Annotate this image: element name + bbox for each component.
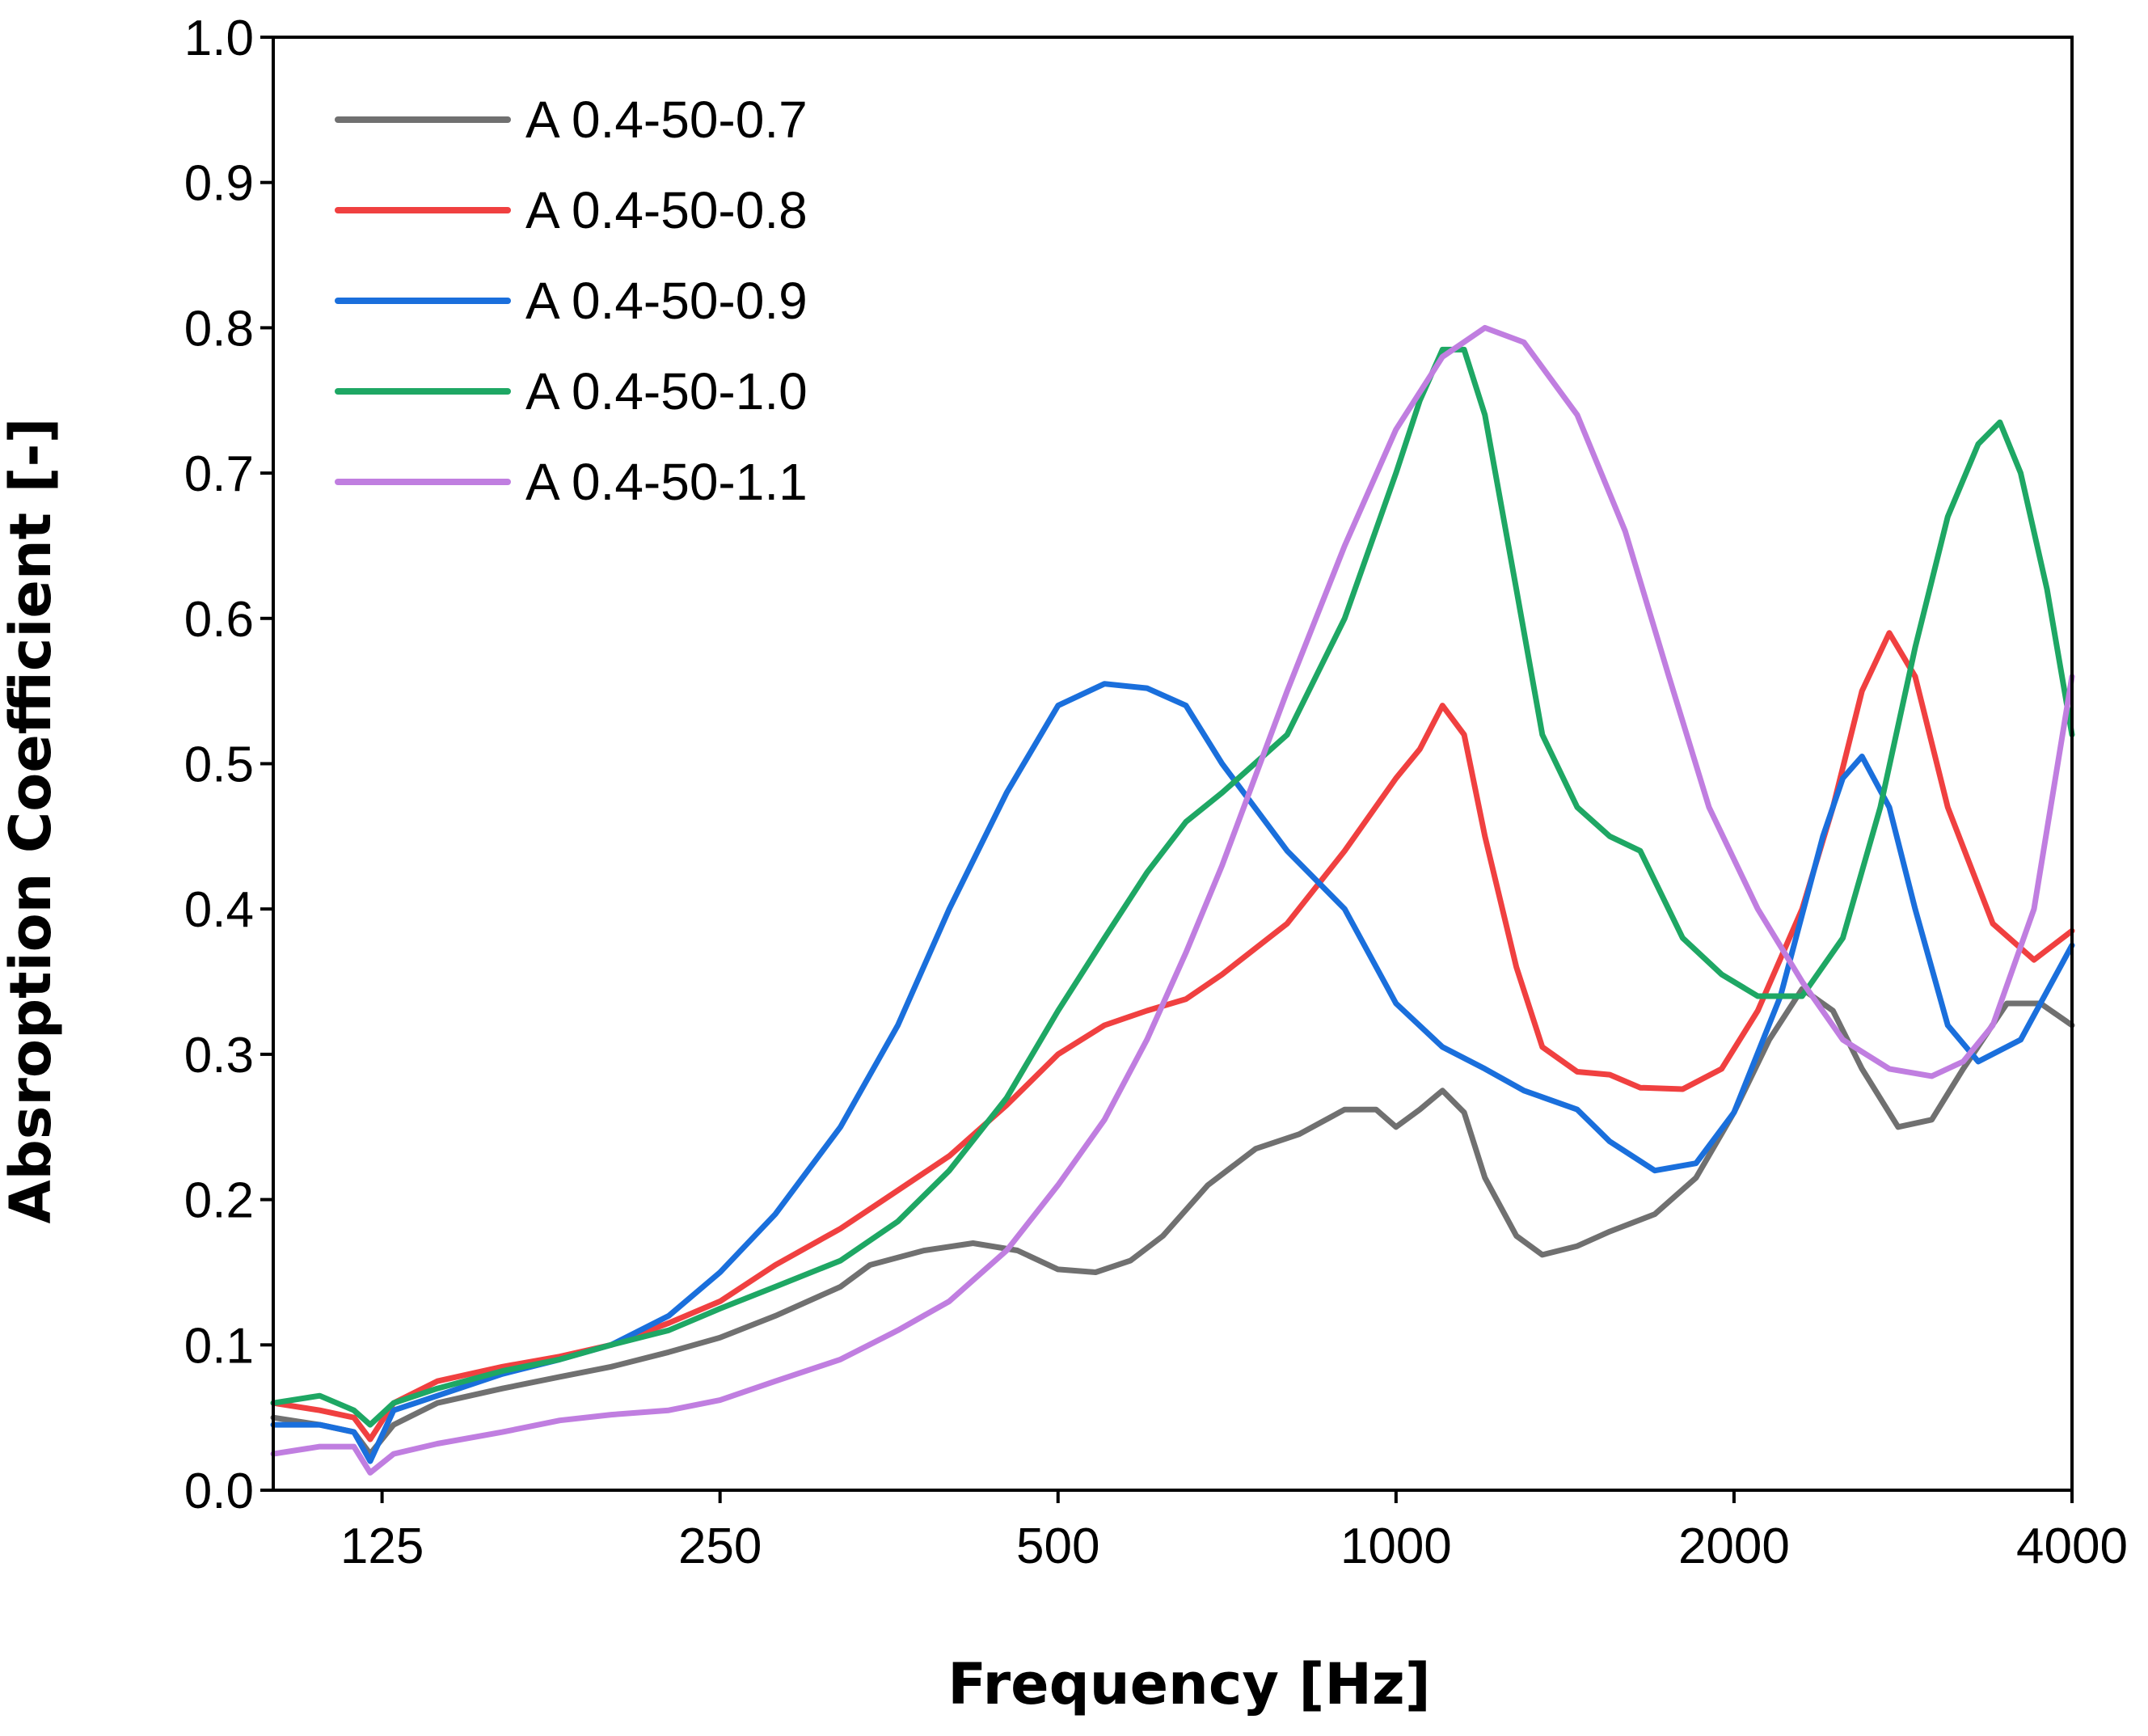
x-tick-label: 500: [1016, 1518, 1099, 1574]
y-tick-label: 0.2: [184, 1173, 254, 1229]
series-line-3: [270, 681, 2075, 1464]
y-tick-label: 0.5: [184, 737, 254, 793]
x-tick-label: 2000: [1678, 1518, 1790, 1574]
y-tick-label: 1.0: [184, 11, 254, 66]
y-tick-label: 0.6: [184, 592, 254, 648]
series-lines: [270, 324, 2075, 1476]
y-tick-label: 0.4: [184, 882, 254, 938]
y-tick-label: 0.9: [184, 156, 254, 212]
x-axis-title: Frequency [Hz]: [947, 1651, 1430, 1717]
legend-label: A 0.4-50-0.9: [525, 272, 808, 330]
y-tick-label: 0.8: [184, 301, 254, 357]
plot-frame: [272, 36, 2074, 1492]
series-line-2: [270, 630, 2075, 1442]
x-tick-label: 250: [678, 1518, 762, 1574]
legend-label: A 0.4-50-1.0: [525, 362, 808, 420]
y-tick-label: 0.1: [184, 1318, 254, 1374]
y-tick-label: 0.7: [184, 446, 254, 502]
y-axis-title: Absroption Coefficient [-]: [0, 417, 64, 1223]
legend-label: A 0.4-50-0.7: [525, 91, 808, 149]
x-tick-label: 125: [340, 1518, 424, 1574]
x-tick-label: 4000: [2016, 1518, 2128, 1574]
legend: A 0.4-50-0.7 A 0.4-50-0.8 A 0.4-50-0.9 A 0.…: [335, 91, 808, 511]
series-line-4: [270, 346, 2075, 1428]
y-axis-ticks: 0.0 0.1 0.2 0.3 0.4 0.5 0.6 0.7 0.8 0.9 1.0: [184, 11, 273, 1519]
y-tick-label: 0.0: [184, 1464, 254, 1519]
x-axis-ticks: 125 250 500 1000 2000 4000: [340, 1490, 2128, 1574]
series-line-1: [270, 986, 2075, 1457]
series-line-5: [270, 324, 2075, 1476]
legend-label: A 0.4-50-0.8: [525, 181, 808, 239]
legend-label: A 0.4-50-1.1: [525, 453, 808, 511]
x-tick-label: 1000: [1340, 1518, 1452, 1574]
y-tick-label: 0.3: [184, 1028, 254, 1083]
